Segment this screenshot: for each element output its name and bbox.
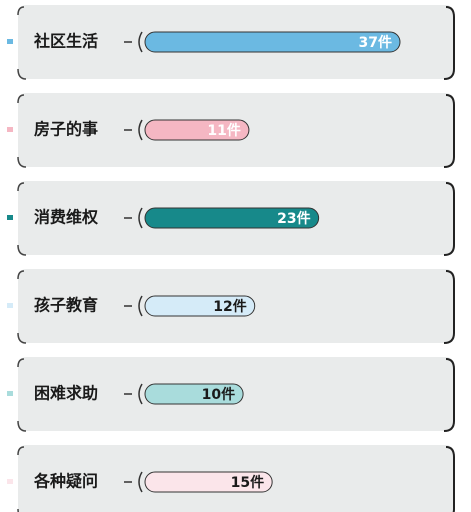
- card-bracket: [443, 270, 455, 344]
- connector: [124, 31, 143, 53]
- card-bracket: [445, 446, 455, 512]
- item-marker: [7, 479, 13, 484]
- item-marker: [7, 215, 13, 220]
- connector: [124, 119, 143, 141]
- list-item[interactable]: 消费维权 23件: [7, 181, 455, 256]
- card-bracket: [443, 94, 455, 168]
- bar: [144, 295, 256, 317]
- card-bracket: [443, 358, 455, 432]
- card-bracket: [17, 182, 27, 256]
- list-item[interactable]: 房子的事 11件: [7, 93, 455, 168]
- card-bracket: [17, 358, 27, 432]
- bar: [144, 471, 273, 493]
- bar-value-label: 10件: [202, 386, 235, 403]
- category-label: 孩子教育: [34, 296, 98, 315]
- category-label: 各种疑问: [33, 472, 98, 491]
- item-marker: [7, 303, 13, 308]
- connector: [124, 295, 143, 317]
- category-label: 困难求助: [34, 384, 98, 403]
- list-item[interactable]: 各种疑问 15件: [7, 445, 455, 512]
- bar-value-label: 11件: [207, 122, 240, 139]
- card-bracket: [17, 94, 27, 168]
- card-bracket: [17, 270, 27, 344]
- card-bracket: [443, 182, 455, 256]
- bar-value-label: 37件: [359, 34, 392, 51]
- bar: [144, 207, 320, 229]
- connector: [124, 471, 143, 493]
- list-item[interactable]: 困难求助 10件: [7, 357, 455, 432]
- list-item[interactable]: 孩子教育 12件: [7, 269, 455, 344]
- item-marker: [7, 127, 13, 132]
- list-item[interactable]: 社区生活 37件: [7, 5, 455, 80]
- connector: [124, 207, 143, 229]
- bar: [144, 119, 250, 141]
- item-marker: [7, 39, 13, 44]
- card-bracket: [17, 446, 25, 512]
- category-label: 消费维权: [34, 208, 99, 227]
- connector: [124, 383, 143, 405]
- category-label: 社区生活: [33, 32, 98, 51]
- card-bracket: [443, 6, 455, 80]
- card-bracket: [17, 6, 27, 80]
- item-marker: [7, 391, 13, 396]
- bar: [144, 383, 244, 405]
- bar: [144, 31, 401, 53]
- category-label: 房子的事: [34, 120, 98, 139]
- bar-value-label: 12件: [213, 298, 246, 315]
- bar-value-label: 23件: [277, 210, 310, 227]
- bar-value-label: 15件: [231, 474, 264, 491]
